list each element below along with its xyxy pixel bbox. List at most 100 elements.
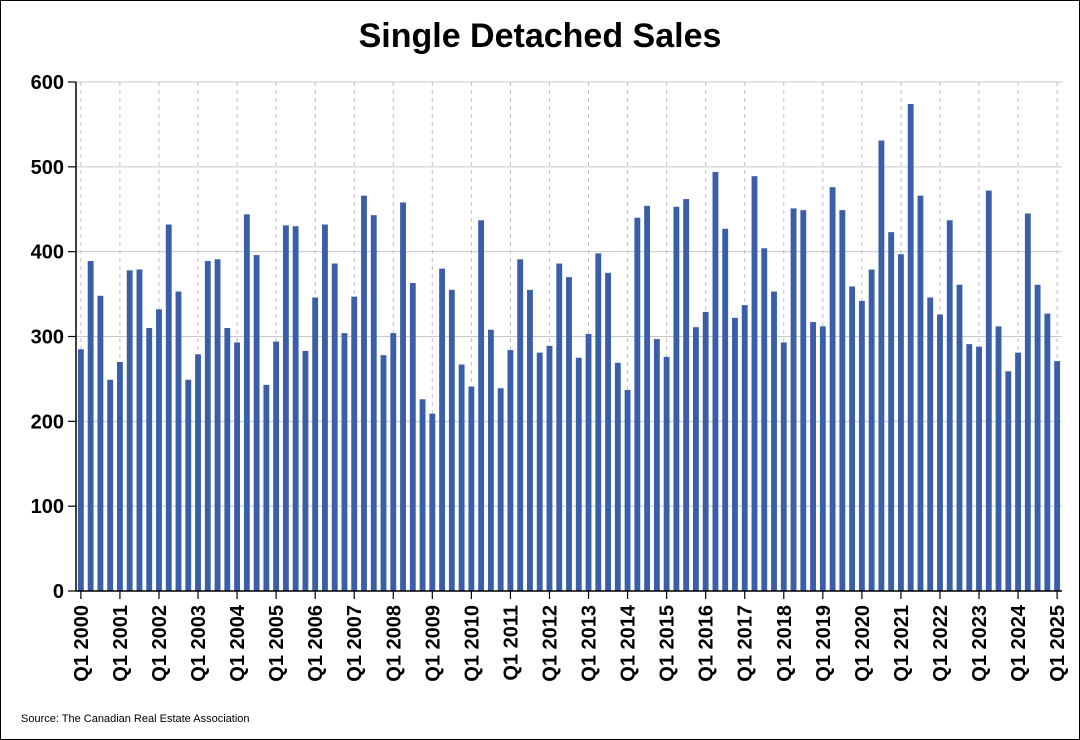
bar: Q3 2004: 396 (253, 255, 260, 591)
bar: Q1 2018: 293 (780, 342, 787, 591)
y-tick-labels: 0 100 200 300 400 500 600 (31, 72, 64, 603)
bar: Q1 2020: 342 (858, 300, 865, 591)
bar: Q4 2015: 311 (692, 327, 699, 591)
x-tick-label: Q1 2018 (774, 605, 796, 682)
bar: Q4 2023: 259 (1005, 371, 1012, 591)
x-tick-label: Q1 2000 (71, 605, 93, 682)
bar: Q2 2014: 440 (634, 217, 641, 591)
bar: Q1 2023: 288 (976, 346, 982, 591)
bar: Q3 2017: 404 (761, 248, 768, 592)
bar: Q2 2017: 489 (751, 176, 758, 592)
x-tick-label: Q1 2007 (344, 605, 366, 682)
bar: Q4 2001: 310 (146, 328, 153, 591)
bar: Q2 2012: 386 (556, 263, 563, 591)
bar: Q4 2010: 239 (497, 388, 504, 591)
x-tick-label: Q1 2020 (852, 605, 874, 682)
x-tick-label: Q1 2001 (110, 605, 132, 682)
x-tick-label: Q1 2002 (149, 605, 171, 682)
bar: Q2 2020: 379 (868, 269, 875, 591)
bar: Q3 2005: 430 (292, 226, 299, 591)
bar: Q2 2022: 437 (946, 220, 953, 592)
bars: Q1 2000: 285Q2 2000: 389Q3 2000: 348Q4 2… (77, 104, 1061, 592)
x-tick-label: Q1 2011 (500, 605, 522, 681)
bar: Q3 2010: 308 (487, 329, 494, 591)
axes (68, 81, 1062, 599)
bar: Q2 2003: 389 (204, 260, 211, 591)
bar: Q1 2006: 346 (312, 297, 319, 591)
x-tick-label: Q1 2004 (227, 604, 249, 682)
x-tick-label: Q1 2009 (422, 605, 444, 682)
bar: Q4 2004: 243 (263, 384, 270, 591)
bar: Q4 2019: 359 (849, 286, 856, 591)
bar: Q2 2001: 378 (126, 270, 133, 591)
bar: Q2 2002: 432 (165, 224, 172, 591)
bar: Q3 2024: 361 (1034, 284, 1041, 591)
x-tick-label: Q1 2015 (657, 605, 679, 682)
bar: Q1 2003: 279 (195, 354, 201, 591)
bar: Q2 2023: 472 (985, 190, 992, 591)
bar: Q3 2019: 449 (839, 210, 846, 591)
bar: Q3 2002: 353 (175, 291, 182, 591)
bar: Q1 2004: 293 (234, 342, 241, 591)
x-tick-label: Q1 2021 (891, 605, 913, 682)
x-tick-label: Q1 2024 (1008, 604, 1030, 682)
bar: Q1 2007: 347 (351, 296, 358, 591)
bar: Q4 2017: 353 (771, 291, 777, 591)
bar: Q1 2001: 270 (117, 361, 123, 591)
source-note: Source: The Canadian Real Estate Associa… (21, 713, 250, 725)
x-tick-label: Q1 2008 (383, 605, 405, 682)
bar: Q1 2009: 209 (429, 413, 436, 591)
bar: Q3 2013: 375 (605, 272, 611, 591)
bar: Q3 2023: 312 (995, 326, 1002, 591)
x-tick-label: Q1 2013 (579, 605, 601, 682)
bar: Q1 2025: 271 (1054, 361, 1061, 591)
bar: Q2 2024: 445 (1024, 213, 1031, 591)
bar: Q1 2015: 276 (663, 356, 670, 591)
y-tick-label: 100 (31, 496, 64, 518)
x-tick-label: Q1 2005 (266, 605, 288, 682)
x-tick-label: Q1 2012 (539, 605, 561, 682)
bar: Q3 2008: 363 (409, 283, 416, 591)
bar: Q1 2011: 284 (507, 350, 514, 591)
bar: Q1 2022: 326 (937, 314, 943, 591)
bar: Q2 2009: 380 (439, 268, 446, 591)
bar: Q2 2007: 466 (361, 195, 367, 591)
bar: Q1 2024: 281 (1015, 352, 1021, 591)
bar: Q1 2017: 337 (741, 305, 748, 591)
bar: Q2 2018: 451 (790, 208, 797, 591)
bar: Q2 2011: 391 (517, 259, 524, 591)
bar: Q1 2014: 237 (624, 389, 631, 591)
bar: Q4 2013: 269 (614, 362, 621, 591)
x-tick-label: Q1 2010 (461, 605, 483, 682)
x-tick-label: Q1 2006 (305, 605, 327, 682)
bar: Q4 2003: 310 (224, 328, 231, 591)
bar: Q3 2015: 462 (683, 199, 690, 591)
bar: Q1 2013: 303 (585, 333, 592, 591)
bar: Q3 2000: 348 (97, 295, 104, 591)
bar: Q4 2006: 304 (341, 333, 348, 591)
bar: Q3 2009: 355 (448, 289, 455, 591)
bar: Q4 2002: 249 (185, 379, 192, 591)
bar: Q1 2021: 397 (897, 254, 904, 591)
bar: Q4 2022: 291 (966, 344, 973, 591)
bar: Q2 2010: 437 (478, 220, 485, 592)
bar: Q3 2022: 361 (956, 284, 963, 591)
bar: Q1 2019: 312 (819, 326, 826, 591)
bar: Q2 2000: 389 (87, 260, 94, 591)
y-tick-label: 0 (53, 581, 64, 603)
x-tick-label: Q1 2025 (1047, 605, 1069, 682)
bar: Q2 2008: 458 (400, 202, 406, 592)
bar: Q2 2021: 574 (907, 104, 914, 591)
y-tick-label: 200 (31, 411, 64, 433)
chart-title: Single Detached Sales (358, 17, 722, 55)
y-tick-label: 400 (31, 242, 64, 264)
bar: Q4 2000: 249 (107, 379, 114, 591)
bar: Q3 2021: 466 (917, 195, 924, 591)
bar: Q4 2020: 423 (888, 232, 895, 591)
x-tick-label: Q1 2016 (696, 605, 718, 682)
bar: Q2 2006: 432 (322, 224, 328, 591)
x-tick-label: Q1 2017 (735, 605, 757, 682)
bar: Q3 2020: 531 (878, 140, 885, 591)
